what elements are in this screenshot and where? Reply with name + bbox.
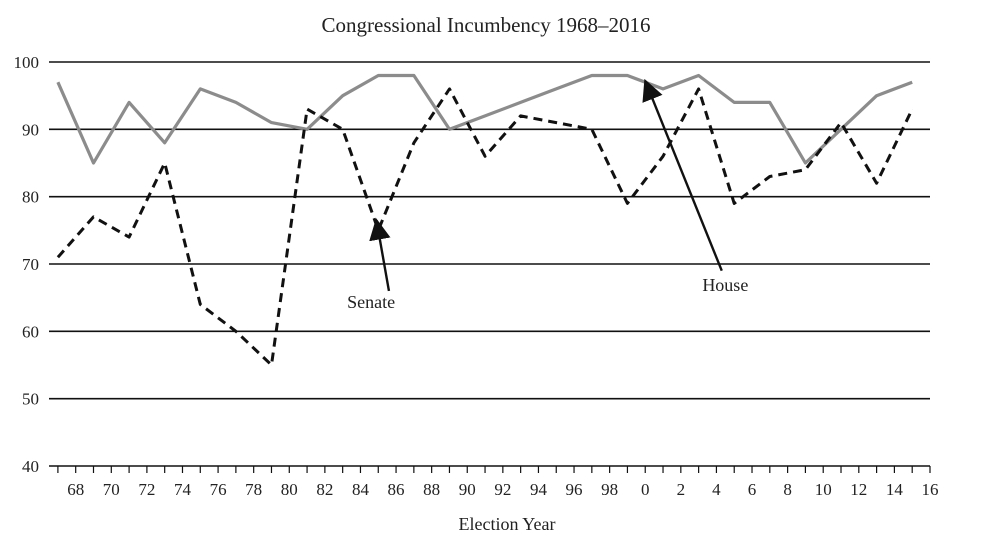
x-tick-label: 94 xyxy=(530,480,548,499)
x-tick-label: 82 xyxy=(316,480,333,499)
chart-title: Congressional Incumbency 1968–2016 xyxy=(322,13,651,37)
x-tick-label: 4 xyxy=(712,480,721,499)
x-tick-label: 12 xyxy=(850,480,867,499)
y-tick-label: 90 xyxy=(22,120,39,139)
y-tick-label: 100 xyxy=(14,53,40,72)
y-tick-label: 80 xyxy=(22,188,39,207)
x-tick-label: 84 xyxy=(352,480,370,499)
series-line-house xyxy=(56,73,913,165)
x-tick-label: 16 xyxy=(922,480,939,499)
x-tick-label: 74 xyxy=(174,480,192,499)
x-tick-label: 70 xyxy=(103,480,120,499)
x-tick-label: 10 xyxy=(815,480,832,499)
x-tick-label: 0 xyxy=(641,480,650,499)
x-tick-label: 68 xyxy=(67,480,84,499)
x-tick-label: 90 xyxy=(459,480,476,499)
x-tick-label: 8 xyxy=(783,480,792,499)
x-tick-label: 98 xyxy=(601,480,618,499)
x-tick-label: 96 xyxy=(566,480,583,499)
x-axis: 68 70 72 74 76 78 80 82 84 86 88 90 92 94 96 98 0 2 4 6 8 10 1… xyxy=(57,466,939,499)
y-tick-label: 50 xyxy=(22,390,39,409)
y-tick-label: 40 xyxy=(22,457,39,476)
y-tick-label: 70 xyxy=(22,255,39,274)
grid-lines xyxy=(49,61,930,467)
y-tick-label: 60 xyxy=(22,322,39,341)
annotation-arrow-house xyxy=(642,78,723,272)
x-axis-label: Election Year xyxy=(459,514,556,534)
x-tick-label: 14 xyxy=(886,480,904,499)
x-tick-label: 80 xyxy=(281,480,298,499)
x-tick-label: 88 xyxy=(423,480,440,499)
x-tick-label: 2 xyxy=(677,480,686,499)
x-tick-label: 72 xyxy=(138,480,155,499)
x-tick-label: 76 xyxy=(210,480,227,499)
annotation-arrow-senate xyxy=(369,218,391,292)
annotation-label-senate: Senate xyxy=(347,292,395,312)
annotations: Senate House xyxy=(347,78,748,312)
x-tick-label: 86 xyxy=(388,480,405,499)
x-tick-label: 6 xyxy=(748,480,757,499)
series-line-senate xyxy=(56,87,914,367)
series-lines xyxy=(56,73,914,367)
annotation-label-house: House xyxy=(702,275,748,295)
x-tick-label: 92 xyxy=(494,480,511,499)
y-axis: 40 50 60 70 80 90 100 xyxy=(14,53,40,476)
x-tick-label: 78 xyxy=(245,480,262,499)
